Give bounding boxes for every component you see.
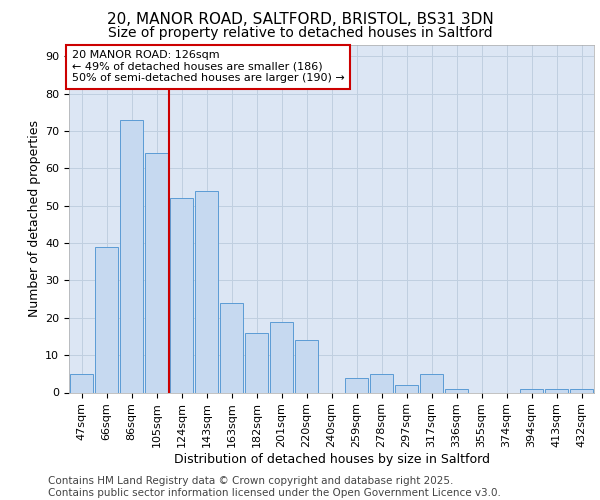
Bar bbox=[245, 332, 268, 392]
Bar bbox=[420, 374, 443, 392]
Bar bbox=[545, 389, 568, 392]
Bar bbox=[395, 385, 418, 392]
Bar bbox=[195, 190, 218, 392]
Bar bbox=[70, 374, 93, 392]
Bar bbox=[170, 198, 193, 392]
Bar bbox=[445, 389, 468, 392]
Text: Size of property relative to detached houses in Saltford: Size of property relative to detached ho… bbox=[107, 26, 493, 40]
Bar bbox=[95, 247, 118, 392]
Bar bbox=[220, 303, 243, 392]
Bar bbox=[270, 322, 293, 392]
Bar bbox=[295, 340, 318, 392]
Text: 20 MANOR ROAD: 126sqm
← 49% of detached houses are smaller (186)
50% of semi-det: 20 MANOR ROAD: 126sqm ← 49% of detached … bbox=[71, 50, 344, 84]
Text: Contains HM Land Registry data © Crown copyright and database right 2025.
Contai: Contains HM Land Registry data © Crown c… bbox=[48, 476, 501, 498]
Y-axis label: Number of detached properties: Number of detached properties bbox=[28, 120, 41, 318]
Bar bbox=[520, 389, 543, 392]
Bar bbox=[570, 389, 593, 392]
Text: 20, MANOR ROAD, SALTFORD, BRISTOL, BS31 3DN: 20, MANOR ROAD, SALTFORD, BRISTOL, BS31 … bbox=[107, 12, 493, 28]
Bar bbox=[120, 120, 143, 392]
Bar bbox=[345, 378, 368, 392]
Bar bbox=[145, 154, 168, 392]
X-axis label: Distribution of detached houses by size in Saltford: Distribution of detached houses by size … bbox=[173, 453, 490, 466]
Bar bbox=[370, 374, 393, 392]
